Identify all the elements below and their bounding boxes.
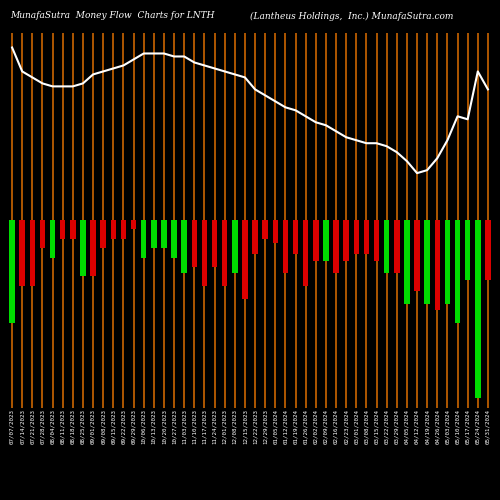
Bar — [131, 220, 136, 230]
Bar — [120, 220, 126, 239]
Bar — [455, 220, 460, 323]
Bar — [182, 220, 187, 272]
Bar — [434, 220, 440, 310]
Text: (Lantheus Holdings,  Inc.) MunafaSutra.com: (Lantheus Holdings, Inc.) MunafaSutra.co… — [250, 12, 454, 20]
Bar — [10, 220, 15, 323]
Bar — [272, 220, 278, 242]
Bar — [192, 220, 197, 267]
Bar — [212, 220, 218, 267]
Bar — [151, 220, 156, 248]
Bar — [334, 220, 339, 272]
Bar — [172, 220, 177, 258]
Bar — [303, 220, 308, 286]
Bar — [252, 220, 258, 254]
Bar — [100, 220, 106, 248]
Bar — [242, 220, 248, 298]
Bar — [424, 220, 430, 304]
Bar — [384, 220, 390, 272]
Bar — [262, 220, 268, 239]
Bar — [80, 220, 86, 276]
Bar — [110, 220, 116, 239]
Bar — [222, 220, 228, 286]
Bar — [444, 220, 450, 304]
Bar — [344, 220, 349, 261]
Bar — [374, 220, 380, 261]
Bar — [161, 220, 166, 248]
Text: MunafaSutra  Money Flow  Charts for LNTH: MunafaSutra Money Flow Charts for LNTH — [10, 12, 214, 20]
Bar — [364, 220, 369, 254]
Bar — [414, 220, 420, 291]
Bar — [475, 220, 480, 398]
Bar — [60, 220, 66, 239]
Bar — [293, 220, 298, 254]
Bar — [313, 220, 318, 261]
Bar — [232, 220, 237, 272]
Bar — [323, 220, 328, 261]
Bar — [40, 220, 45, 248]
Bar — [90, 220, 96, 276]
Bar — [394, 220, 400, 272]
Bar — [141, 220, 146, 258]
Bar — [404, 220, 409, 304]
Bar — [50, 220, 56, 258]
Bar — [485, 220, 490, 280]
Bar — [30, 220, 35, 286]
Bar — [202, 220, 207, 286]
Bar — [20, 220, 25, 286]
Bar — [282, 220, 288, 272]
Bar — [465, 220, 470, 280]
Bar — [354, 220, 359, 254]
Bar — [70, 220, 75, 239]
